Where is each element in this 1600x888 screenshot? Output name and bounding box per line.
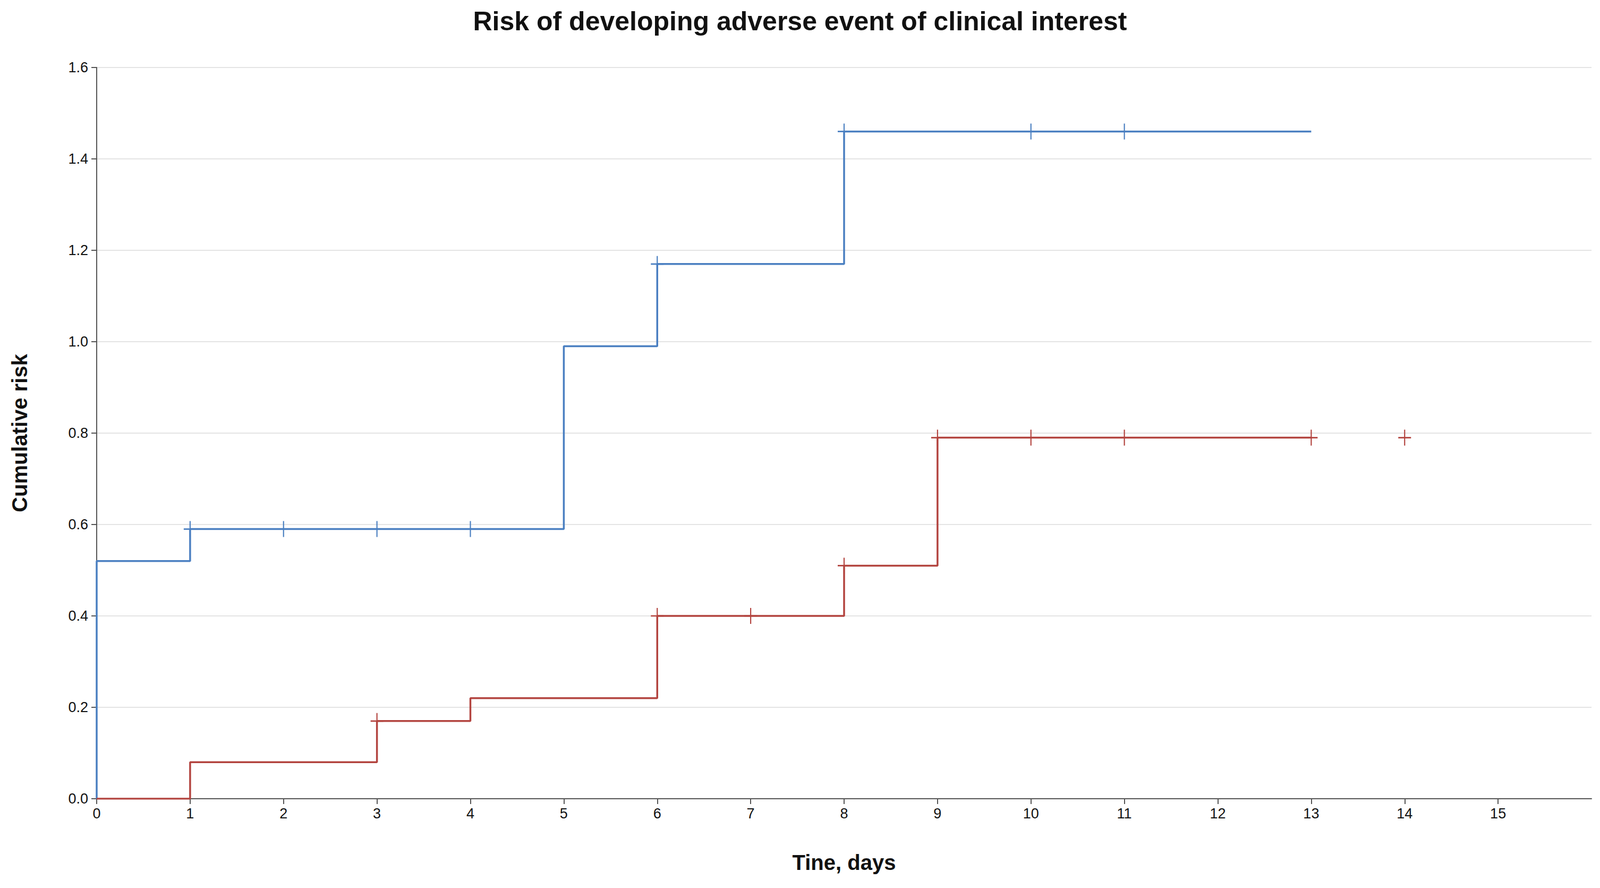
svg-text:10: 10 xyxy=(1023,805,1040,822)
svg-text:4: 4 xyxy=(466,805,475,822)
svg-text:0: 0 xyxy=(92,805,101,822)
svg-text:9: 9 xyxy=(933,805,942,822)
svg-text:7: 7 xyxy=(746,805,755,822)
svg-text:6: 6 xyxy=(653,805,662,822)
svg-text:1.4: 1.4 xyxy=(67,150,89,167)
svg-text:1.6: 1.6 xyxy=(67,59,89,76)
svg-text:14: 14 xyxy=(1396,805,1413,822)
svg-text:1.2: 1.2 xyxy=(67,242,89,259)
svg-text:0.0: 0.0 xyxy=(67,790,89,807)
svg-text:15: 15 xyxy=(1490,805,1506,822)
svg-text:3: 3 xyxy=(372,805,381,822)
svg-text:Risk of developing adverse eve: Risk of developing adverse event of clin… xyxy=(473,6,1128,37)
svg-text:Tine, days: Tine, days xyxy=(792,850,897,874)
svg-text:0.2: 0.2 xyxy=(67,699,89,716)
svg-text:1: 1 xyxy=(185,805,194,822)
svg-text:1.0: 1.0 xyxy=(67,333,89,350)
svg-text:11: 11 xyxy=(1117,805,1133,822)
svg-text:2: 2 xyxy=(279,805,288,822)
svg-text:0.6: 0.6 xyxy=(67,516,89,533)
svg-text:12: 12 xyxy=(1209,805,1226,822)
svg-text:5: 5 xyxy=(559,805,568,822)
svg-text:Cumulative risk: Cumulative risk xyxy=(7,353,32,513)
svg-text:0.8: 0.8 xyxy=(67,424,89,441)
svg-text:0.4: 0.4 xyxy=(67,607,89,624)
svg-text:13: 13 xyxy=(1303,805,1319,822)
svg-text:8: 8 xyxy=(839,805,848,822)
